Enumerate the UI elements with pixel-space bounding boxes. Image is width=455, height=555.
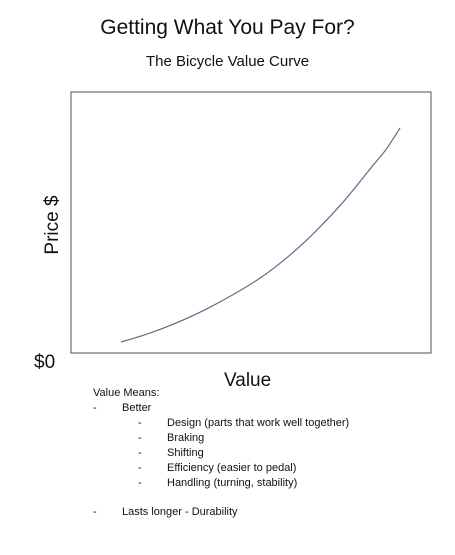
sub-item: - Shifting [93, 446, 433, 461]
sub-item-label: Design (parts that work well together) [167, 417, 350, 429]
notes-item-label: Better [122, 402, 152, 414]
chart-subtitle: The Bicycle Value Curve [145, 53, 310, 70]
sub-item: - Efficiency (easier to pedal) [93, 461, 433, 476]
sub-item: - Handling (turning, stability) [93, 476, 433, 491]
y-axis-label: Price $ [42, 195, 63, 255]
value-means-notes: Value Means: - Better - Design (parts th… [93, 386, 433, 520]
sub-item-label: Braking [167, 432, 205, 444]
sub-item-label: Handling (turning, stability) [167, 477, 298, 489]
sub-item-label: Efficiency (easier to pedal) [167, 462, 297, 474]
bullet-dash: - [138, 462, 142, 474]
sub-item: - Design (parts that work well together) [93, 416, 433, 431]
notes-item-lasts-longer: - Lasts longer - Durability [93, 505, 433, 520]
bullet-dash: - [138, 447, 142, 459]
bullet-dash: - [138, 417, 142, 429]
bullet-dash: - [138, 477, 142, 489]
chart-title: Getting What You Pay For? [100, 16, 355, 39]
y-tick-label-zero: $0 [34, 352, 56, 373]
series-line-value-curve [120, 127, 401, 343]
notes-heading: Value Means: [93, 387, 160, 399]
bullet-dash: - [93, 402, 97, 414]
sub-item-label: Shifting [167, 447, 204, 459]
plot-frame [70, 91, 432, 354]
bullet-dash: - [138, 432, 142, 444]
notes-item-better: - Better [93, 401, 433, 416]
notes-heading-row: Value Means: [93, 386, 433, 401]
bullet-dash: - [93, 506, 97, 518]
sub-item: - Braking [93, 431, 433, 446]
notes-item-label: Lasts longer - Durability [122, 506, 238, 518]
x-axis-label: Value [224, 370, 272, 391]
